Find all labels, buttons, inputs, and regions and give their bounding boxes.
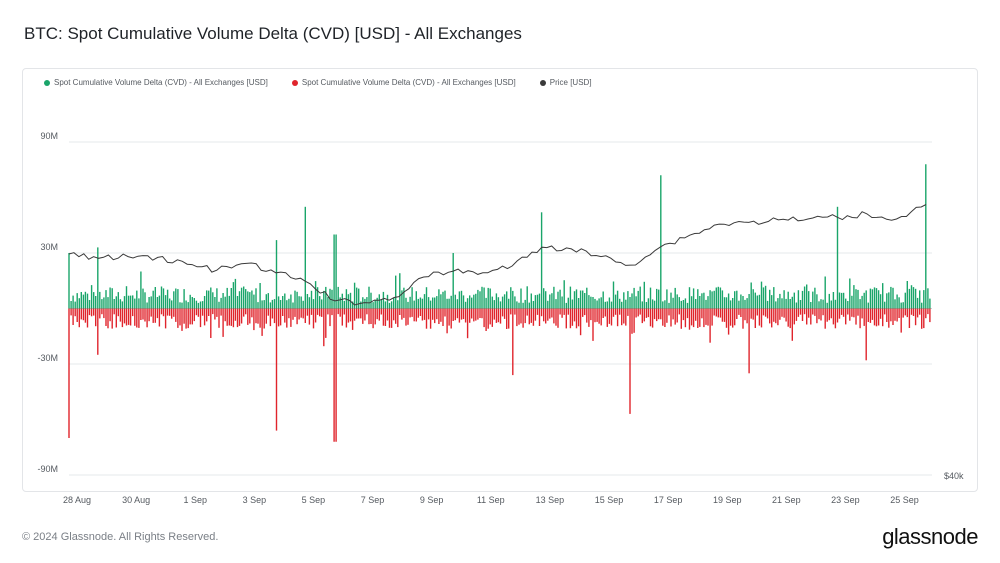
x-tick-label: 23 Sep xyxy=(831,495,860,505)
legend-dot-green xyxy=(44,79,50,86)
x-tick-label: 11 Sep xyxy=(477,495,505,505)
legend-item-price[interactable]: Price [USD] xyxy=(539,78,592,87)
x-tick-label: 17 Sep xyxy=(654,495,683,505)
x-tick-label: 9 Sep xyxy=(420,495,444,505)
legend-label: Spot Cumulative Volume Delta (CVD) - All… xyxy=(301,78,516,87)
legend-dot-red xyxy=(291,79,298,86)
legend-label: Spot Cumulative Volume Delta (CVD) - All… xyxy=(54,78,268,87)
legend-item-cvd-negative[interactable]: Spot Cumulative Volume Delta (CVD) - All… xyxy=(291,78,516,87)
x-tick-label: 15 Sep xyxy=(595,495,624,505)
y-right-tick-label: $40k xyxy=(944,471,964,481)
chart-frame xyxy=(22,68,978,492)
legend-label: Price [USD] xyxy=(549,78,592,87)
price-line xyxy=(68,204,927,306)
x-tick-label: 5 Sep xyxy=(302,495,326,505)
x-tick-label: 1 Sep xyxy=(183,495,207,505)
legend-dot-black xyxy=(539,79,546,86)
x-tick-label: 13 Sep xyxy=(536,495,565,505)
chart-legend: Spot Cumulative Volume Delta (CVD) - All… xyxy=(44,78,592,87)
y-tick-label: 90M xyxy=(40,131,58,141)
copyright-text: © 2024 Glassnode. All Rights Reserved. xyxy=(22,531,219,543)
y-tick-label: -30M xyxy=(37,353,58,363)
x-tick-label: 21 Sep xyxy=(772,495,801,505)
x-tick-label: 3 Sep xyxy=(243,495,267,505)
x-tick-label: 19 Sep xyxy=(713,495,742,505)
x-tick-label: 7 Sep xyxy=(361,495,385,505)
chart-title: BTC: Spot Cumulative Volume Delta (CVD) … xyxy=(24,24,522,43)
x-tick-label: 30 Aug xyxy=(122,495,150,505)
x-tick-label: 28 Aug xyxy=(63,495,91,505)
y-tick-label: 30M xyxy=(40,242,58,252)
x-tick-label: 25 Sep xyxy=(890,495,919,505)
brand-logo: glassnode xyxy=(882,524,978,549)
y-tick-label: -90M xyxy=(37,464,58,474)
legend-item-cvd-positive[interactable]: Spot Cumulative Volume Delta (CVD) - All… xyxy=(44,78,268,87)
